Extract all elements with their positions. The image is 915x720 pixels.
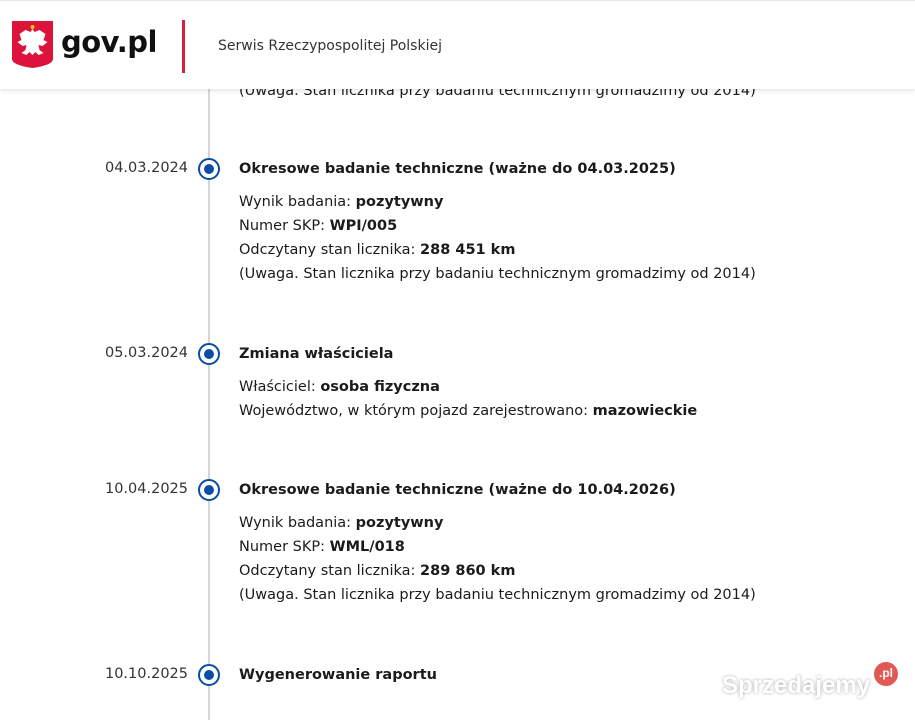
line-value: WML/018 — [329, 539, 405, 555]
line-value: pozytywny — [355, 194, 444, 210]
entry-line: Numer SKP: WML/018 — [239, 535, 756, 559]
timeline-dot-icon — [198, 664, 220, 686]
gov-pl-logo[interactable]: gov.pl — [61, 25, 157, 59]
timeline-entry: Okresowe badanie techniczne (ważne do 10… — [239, 478, 756, 607]
timeline-entry: Zmiana właściciela Właściciel: osoba fizy… — [239, 342, 697, 423]
timeline-date: 10.04.2025 — [104, 481, 188, 497]
header-divider — [182, 20, 185, 73]
entry-title: Okresowe badanie techniczne (ważne do 04… — [239, 161, 676, 177]
timeline-date: 04.03.2024 — [104, 160, 188, 176]
line-label: Wynik badania: — [239, 515, 356, 531]
line-value: 289 860 km — [420, 563, 516, 579]
watermark-badge: .pl — [874, 662, 898, 686]
timeline-entry: Wygenerowanie raportu — [239, 663, 437, 696]
line-label: (Uwaga. Stan licznika przy badaniu techn… — [239, 266, 756, 282]
line-label: (Uwaga. Stan licznika przy badaniu techn… — [239, 587, 756, 603]
entry-line: Numer SKP: WPI/005 — [239, 214, 756, 238]
line-value: osoba fizyczna — [320, 379, 440, 395]
timeline-dot-icon — [198, 158, 220, 180]
timeline-entry: Okresowe badanie techniczne (ważne do 04… — [239, 157, 756, 286]
line-label: Odczytany stan licznika: — [239, 563, 421, 579]
line-label: Numer SKP: — [239, 539, 330, 555]
entry-line: (Uwaga. Stan licznika przy badaniu techn… — [239, 583, 756, 607]
entry-line: Wynik badania: pozytywny — [239, 511, 756, 535]
timeline-line — [208, 88, 210, 720]
timeline-date: 10.10.2025 — [104, 666, 188, 682]
watermark: Sprzedajemy — [722, 672, 871, 699]
entry-title: Wygenerowanie raportu — [239, 667, 437, 683]
polish-eagle-emblem-icon — [12, 21, 53, 68]
line-value: WPI/005 — [329, 218, 398, 234]
service-name: Serwis Rzeczypospolitej Polskiej — [218, 38, 442, 54]
timeline-date: 05.03.2024 — [104, 345, 188, 361]
line-value: 288 451 km — [420, 242, 516, 258]
line-value: mazowieckie — [592, 403, 698, 419]
timeline-dot-icon — [198, 479, 220, 501]
line-label: Numer SKP: — [239, 218, 330, 234]
entry-line: Odczytany stan licznika: 288 451 km — [239, 238, 756, 262]
entry-title: Zmiana właściciela — [239, 346, 394, 362]
line-label: Właściciel: — [239, 379, 321, 395]
line-label: Odczytany stan licznika: — [239, 242, 421, 258]
header: gov.pl Serwis Rzeczypospolitej Polskiej — [0, 0, 915, 89]
entry-line: Województwo, w którym pojazd zarejestrow… — [239, 399, 697, 423]
timeline-dot-icon — [198, 343, 220, 365]
line-label: Wynik badania: — [239, 194, 356, 210]
line-value: pozytywny — [355, 515, 444, 531]
entry-line: Odczytany stan licznika: 289 860 km — [239, 559, 756, 583]
entry-title: Okresowe badanie techniczne (ważne do 10… — [239, 482, 676, 498]
entry-line: (Uwaga. Stan licznika przy badaniu techn… — [239, 262, 756, 286]
entry-line: Właściciel: osoba fizyczna — [239, 375, 697, 399]
line-label: Województwo, w którym pojazd zarejestrow… — [239, 403, 593, 419]
entry-line: Wynik badania: pozytywny — [239, 190, 756, 214]
